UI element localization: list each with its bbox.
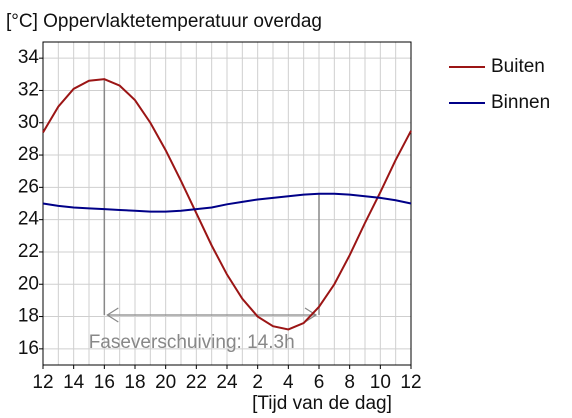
annotation: Faseverschuiving: 14.3h bbox=[89, 332, 295, 353]
x-tick-label: 24 bbox=[216, 372, 238, 393]
y-tick-label: 28 bbox=[18, 144, 39, 165]
legend-label: Binnen bbox=[491, 92, 550, 113]
series-line bbox=[42, 78, 412, 331]
x-tick-label: 10 bbox=[370, 372, 391, 393]
legend-label: Buiten bbox=[491, 56, 545, 77]
series-line bbox=[42, 192, 412, 213]
x-tick-label: 20 bbox=[155, 372, 176, 393]
x-tick-label: 22 bbox=[186, 372, 207, 393]
y-tick-label: 20 bbox=[18, 273, 39, 294]
x-tick-label: 4 bbox=[283, 372, 294, 393]
x-axis-label: [Tijd van de dag] bbox=[252, 393, 392, 414]
y-tick-label: 30 bbox=[18, 112, 39, 133]
x-tick-label: 14 bbox=[63, 372, 85, 393]
y-tick-label: 22 bbox=[18, 241, 39, 262]
y-tick-label: 18 bbox=[18, 306, 39, 327]
x-tick-label: 12 bbox=[32, 372, 53, 393]
y-tick-label: 34 bbox=[18, 47, 40, 68]
x-tick-label: 12 bbox=[400, 372, 421, 393]
x-tick-label: 8 bbox=[344, 372, 355, 393]
x-tick-label: 18 bbox=[124, 372, 145, 393]
x-tick-label: 16 bbox=[94, 372, 115, 393]
arrow-head bbox=[304, 307, 318, 323]
x-tick-label: 2 bbox=[252, 372, 263, 393]
y-tick-label: 26 bbox=[18, 176, 39, 197]
arrow-head bbox=[106, 307, 119, 323]
chart-title: [°C] Oppervlaktetemperatuur overdag bbox=[6, 11, 322, 32]
y-tick-label: 16 bbox=[18, 338, 39, 359]
y-tick-label: 32 bbox=[18, 79, 39, 100]
x-tick-label: 6 bbox=[314, 372, 325, 393]
y-tick-label: 24 bbox=[18, 209, 40, 230]
